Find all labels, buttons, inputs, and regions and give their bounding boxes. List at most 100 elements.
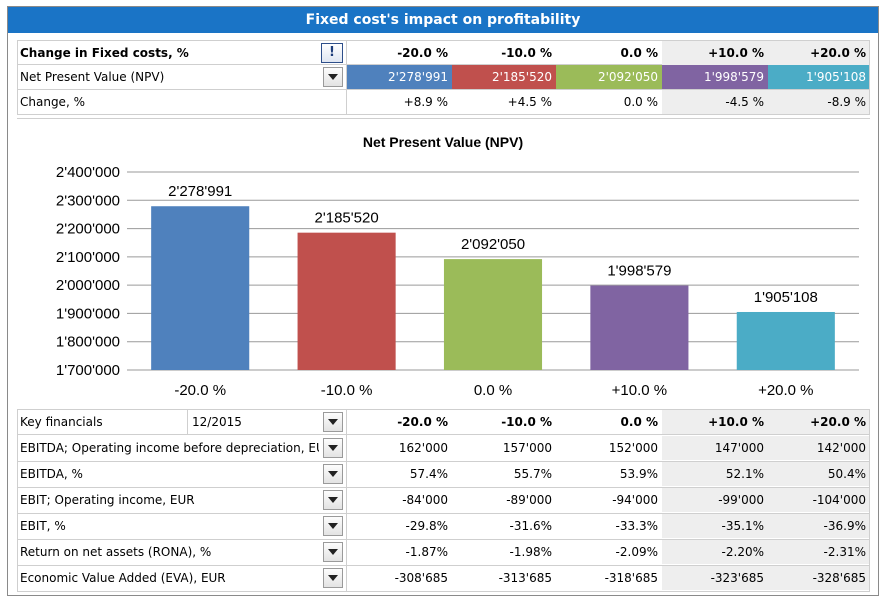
y-tick-label: 2'400'000 xyxy=(56,164,120,181)
row-value: 53.9% xyxy=(619,467,658,481)
kf-col-2: -10.0 % xyxy=(501,415,552,429)
bar-data-label: 1'905'108 xyxy=(754,289,818,306)
kf-col-4: +10.0 % xyxy=(662,410,768,434)
npv-value-2: 2'185'520 xyxy=(452,65,556,89)
change-value-4: -4.5 % xyxy=(662,90,768,114)
row-value: 57.4% xyxy=(409,467,448,481)
row-value: -94'000 xyxy=(612,493,658,507)
row-label: EBITDA, % xyxy=(20,467,83,481)
scenario-col-3: 0.0 % xyxy=(620,46,658,60)
row-value: -1.87% xyxy=(405,545,448,559)
change-value-1: +8.9 % xyxy=(403,95,448,109)
npv-chart: Net Present Value (NPV) 1'700'000 1'800'0… xyxy=(17,118,870,410)
row-dropdown-chevron-down-icon[interactable] xyxy=(323,490,343,510)
row-value: -35.1% xyxy=(662,514,768,538)
row-dropdown-chevron-down-icon[interactable] xyxy=(323,542,343,562)
x-tick-label: -20.0 % xyxy=(174,382,226,399)
npv-label: Net Present Value (NPV) xyxy=(20,70,165,84)
row-value: 52.1% xyxy=(662,462,768,486)
row-value: 55.7% xyxy=(513,467,552,481)
y-tick-label: 2'000'000 xyxy=(56,277,120,294)
row-value: 147'000 xyxy=(662,436,768,460)
row-value: 152'000 xyxy=(608,441,658,455)
row-value: -2.31% xyxy=(768,540,870,564)
row-value: -318'685 xyxy=(604,571,658,585)
divider xyxy=(346,40,347,115)
kf-col-3: 0.0 % xyxy=(620,415,658,429)
scenario-col-5: +20.0 % xyxy=(768,41,870,65)
divider xyxy=(17,410,18,591)
table-row: EBIT, % -29.8% -31.6% -33.3% -35.1% -36.9% xyxy=(17,514,870,540)
x-tick-label: -10.0 % xyxy=(321,382,373,399)
change-value-2: +4.5 % xyxy=(507,95,552,109)
row-label: Economic Value Added (EVA), EUR xyxy=(20,571,226,585)
info-icon[interactable]: ! xyxy=(321,43,343,63)
change-value-5: -8.9 % xyxy=(768,90,870,114)
key-financials-table: Key financials 12/2015 -20.0 % -10.0 % 0… xyxy=(17,410,870,592)
y-tick-label: 1'900'000 xyxy=(56,305,120,322)
table-row: EBIT; Operating income, EUR -84'000 -89'00… xyxy=(17,488,870,514)
scenario-col-1: -20.0 % xyxy=(397,46,448,60)
scenario-table: Change in Fixed costs, % ! -20.0 % -10.0… xyxy=(17,40,870,118)
y-tick-label: 1'800'000 xyxy=(56,334,120,351)
row-dropdown-chevron-down-icon[interactable] xyxy=(323,516,343,536)
npv-value-5: 1'905'108 xyxy=(768,65,870,89)
change-label: Change, % xyxy=(20,95,85,109)
y-tick-label: 1'700'000 xyxy=(56,362,120,379)
row-dropdown-chevron-down-icon[interactable] xyxy=(323,438,343,458)
row-value: -29.8% xyxy=(405,519,448,533)
bar xyxy=(736,311,835,370)
row-label: EBITDA; Operating income before deprecia… xyxy=(20,441,319,455)
row-value: -308'685 xyxy=(394,571,448,585)
npv-value-1: 2'278'991 xyxy=(347,65,452,89)
x-tick-label: 0.0 % xyxy=(474,382,512,399)
main-panel: Fixed cost's impact on profitability Cha… xyxy=(7,6,879,596)
key-financials-header-row: Key financials 12/2015 -20.0 % -10.0 % 0… xyxy=(17,410,870,435)
x-tick-label: +20.0 % xyxy=(758,382,813,399)
chart-title: Net Present Value (NPV) xyxy=(363,134,523,150)
period-dropdown-chevron-down-icon[interactable] xyxy=(323,412,343,432)
row-value: -104'000 xyxy=(768,488,870,512)
y-tick-label: 2'100'000 xyxy=(56,249,120,266)
divider xyxy=(869,410,870,591)
row-value: -1.98% xyxy=(509,545,552,559)
row-value: 50.4% xyxy=(768,462,870,486)
table-row: EBITDA; Operating income before deprecia… xyxy=(17,436,870,462)
npv-dropdown-chevron-down-icon[interactable] xyxy=(323,67,343,87)
key-financials-label: Key financials xyxy=(20,415,103,429)
change-value-3: 0.0 % xyxy=(623,95,658,109)
npv-bar-chart-svg: Net Present Value (NPV) 1'700'000 1'800'0… xyxy=(56,134,859,399)
bar-data-label: 1'998'579 xyxy=(607,263,671,280)
row-dropdown-chevron-down-icon[interactable] xyxy=(323,464,343,484)
row-value: -99'000 xyxy=(662,488,768,512)
table-row: EBITDA, % 57.4% 55.7% 53.9% 52.1% 50.4% xyxy=(17,462,870,488)
row-value: -323'685 xyxy=(662,566,768,590)
row-value: -33.3% xyxy=(615,519,658,533)
row-label: Return on net assets (RONA), % xyxy=(20,545,212,559)
scenario-header-row: Change in Fixed costs, % ! -20.0 % -10.0… xyxy=(17,40,870,65)
row-label: EBIT, % xyxy=(20,519,66,533)
row-value: 142'000 xyxy=(768,436,870,460)
bar xyxy=(297,232,396,370)
divider xyxy=(346,410,347,591)
row-value: -89'000 xyxy=(506,493,552,507)
table-row: Economic Value Added (EVA), EUR -308'685 -… xyxy=(17,566,870,592)
y-tick-label: 2'300'000 xyxy=(56,192,120,209)
period-select[interactable]: 12/2015 xyxy=(187,410,317,434)
bar-data-label: 2'092'050 xyxy=(461,236,525,253)
scenario-header-label: Change in Fixed costs, % xyxy=(20,46,189,60)
row-value: -313'685 xyxy=(498,571,552,585)
kf-col-5: +20.0 % xyxy=(768,410,870,434)
row-value: 157'000 xyxy=(502,441,552,455)
row-dropdown-chevron-down-icon[interactable] xyxy=(323,568,343,588)
divider xyxy=(869,40,870,115)
bar xyxy=(590,285,689,370)
bar-data-label: 2'278'991 xyxy=(168,183,232,200)
bar xyxy=(443,259,543,370)
row-value: -36.9% xyxy=(768,514,870,538)
row-value: -31.6% xyxy=(509,519,552,533)
row-value: 162'000 xyxy=(398,441,448,455)
row-value: -84'000 xyxy=(402,493,448,507)
npv-value-4: 1'998'579 xyxy=(662,65,768,89)
bar-data-label: 2'185'520 xyxy=(315,210,379,227)
